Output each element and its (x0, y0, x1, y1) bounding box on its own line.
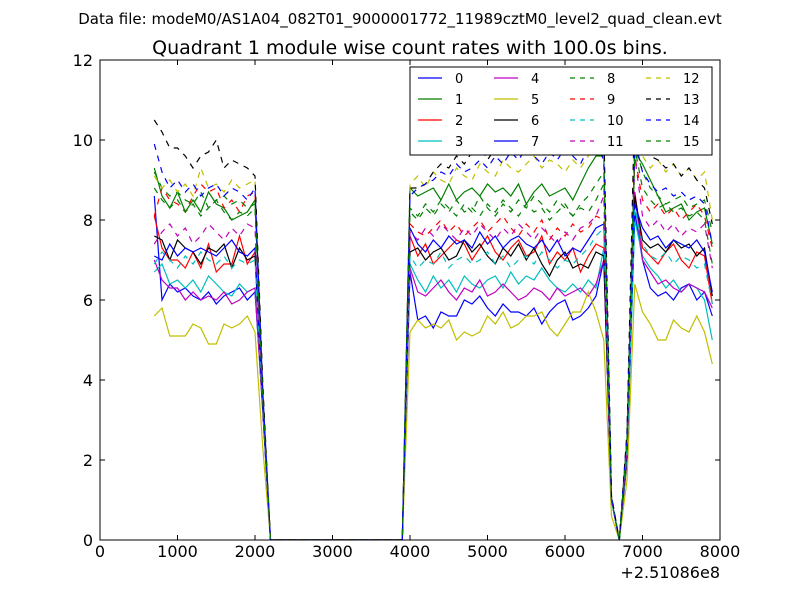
legend-label-9: 9 (607, 93, 615, 108)
series-line-10 (153, 207, 713, 540)
series-layer (153, 99, 713, 540)
x-tick-label: 8000 (700, 542, 741, 561)
legend-label-13: 13 (683, 93, 700, 108)
legend-label-1: 1 (455, 93, 463, 108)
series-line-12 (153, 103, 713, 540)
legend-label-10: 10 (607, 114, 624, 129)
y-tick-label: 2 (83, 451, 93, 470)
legend-label-15: 15 (683, 135, 700, 150)
series-line-7 (154, 203, 713, 540)
y-tick-label: 4 (83, 371, 93, 390)
x-tick-label: 6000 (545, 542, 586, 561)
y-tick-label: 10 (73, 131, 93, 150)
series-line-14 (153, 139, 713, 540)
legend-label-0: 0 (455, 72, 463, 87)
y-tick-label: 8 (83, 211, 93, 230)
x-tick-label: 7000 (622, 542, 663, 561)
series-line-6 (154, 195, 713, 540)
chart-title: Quadrant 1 module wise count rates with … (152, 37, 668, 59)
legend-label-6: 6 (531, 114, 539, 129)
legend-label-4: 4 (531, 72, 539, 87)
series-line-1 (153, 150, 713, 540)
y-tick-label: 12 (73, 51, 93, 70)
series-line-0 (153, 195, 713, 540)
legend-label-7: 7 (531, 135, 539, 150)
series-line-4 (153, 191, 713, 540)
series-line-15 (153, 147, 713, 540)
series-line-13 (153, 99, 713, 540)
series-line-5 (153, 283, 713, 540)
x-tick-label: 0 (95, 542, 105, 561)
x-tick-label: 2000 (235, 542, 276, 561)
legend-label-3: 3 (455, 135, 463, 150)
x-tick-label: 3000 (312, 542, 353, 561)
legend-label-2: 2 (455, 114, 463, 129)
y-tick-label: 0 (83, 531, 93, 550)
plot-area: 0 1000 2000 3000 4000 5000 6000 7000 80000246810… (73, 51, 741, 561)
series-line-11 (153, 155, 713, 540)
x-tick-label: 1000 (157, 542, 198, 561)
legend-label-8: 8 (607, 72, 615, 87)
legend-frame (409, 66, 713, 156)
x-offset-label: +2.51086e8 (620, 563, 720, 582)
ticks-layer: 0 1000 2000 3000 4000 5000 6000 7000 80000246810… (73, 51, 741, 561)
legend-label-5: 5 (531, 93, 539, 108)
legend-label-12: 12 (683, 72, 700, 87)
x-tick-label: 4000 (390, 542, 431, 561)
y-tick-label: 6 (83, 291, 93, 310)
series-line-8 (153, 143, 713, 540)
figure-suptitle: Data file: modeM0/AS1A04_082T01_90000017… (78, 10, 722, 29)
legend-label-14: 14 (683, 114, 700, 129)
legend-label-11: 11 (607, 135, 624, 150)
x-tick-label: 5000 (467, 542, 508, 561)
